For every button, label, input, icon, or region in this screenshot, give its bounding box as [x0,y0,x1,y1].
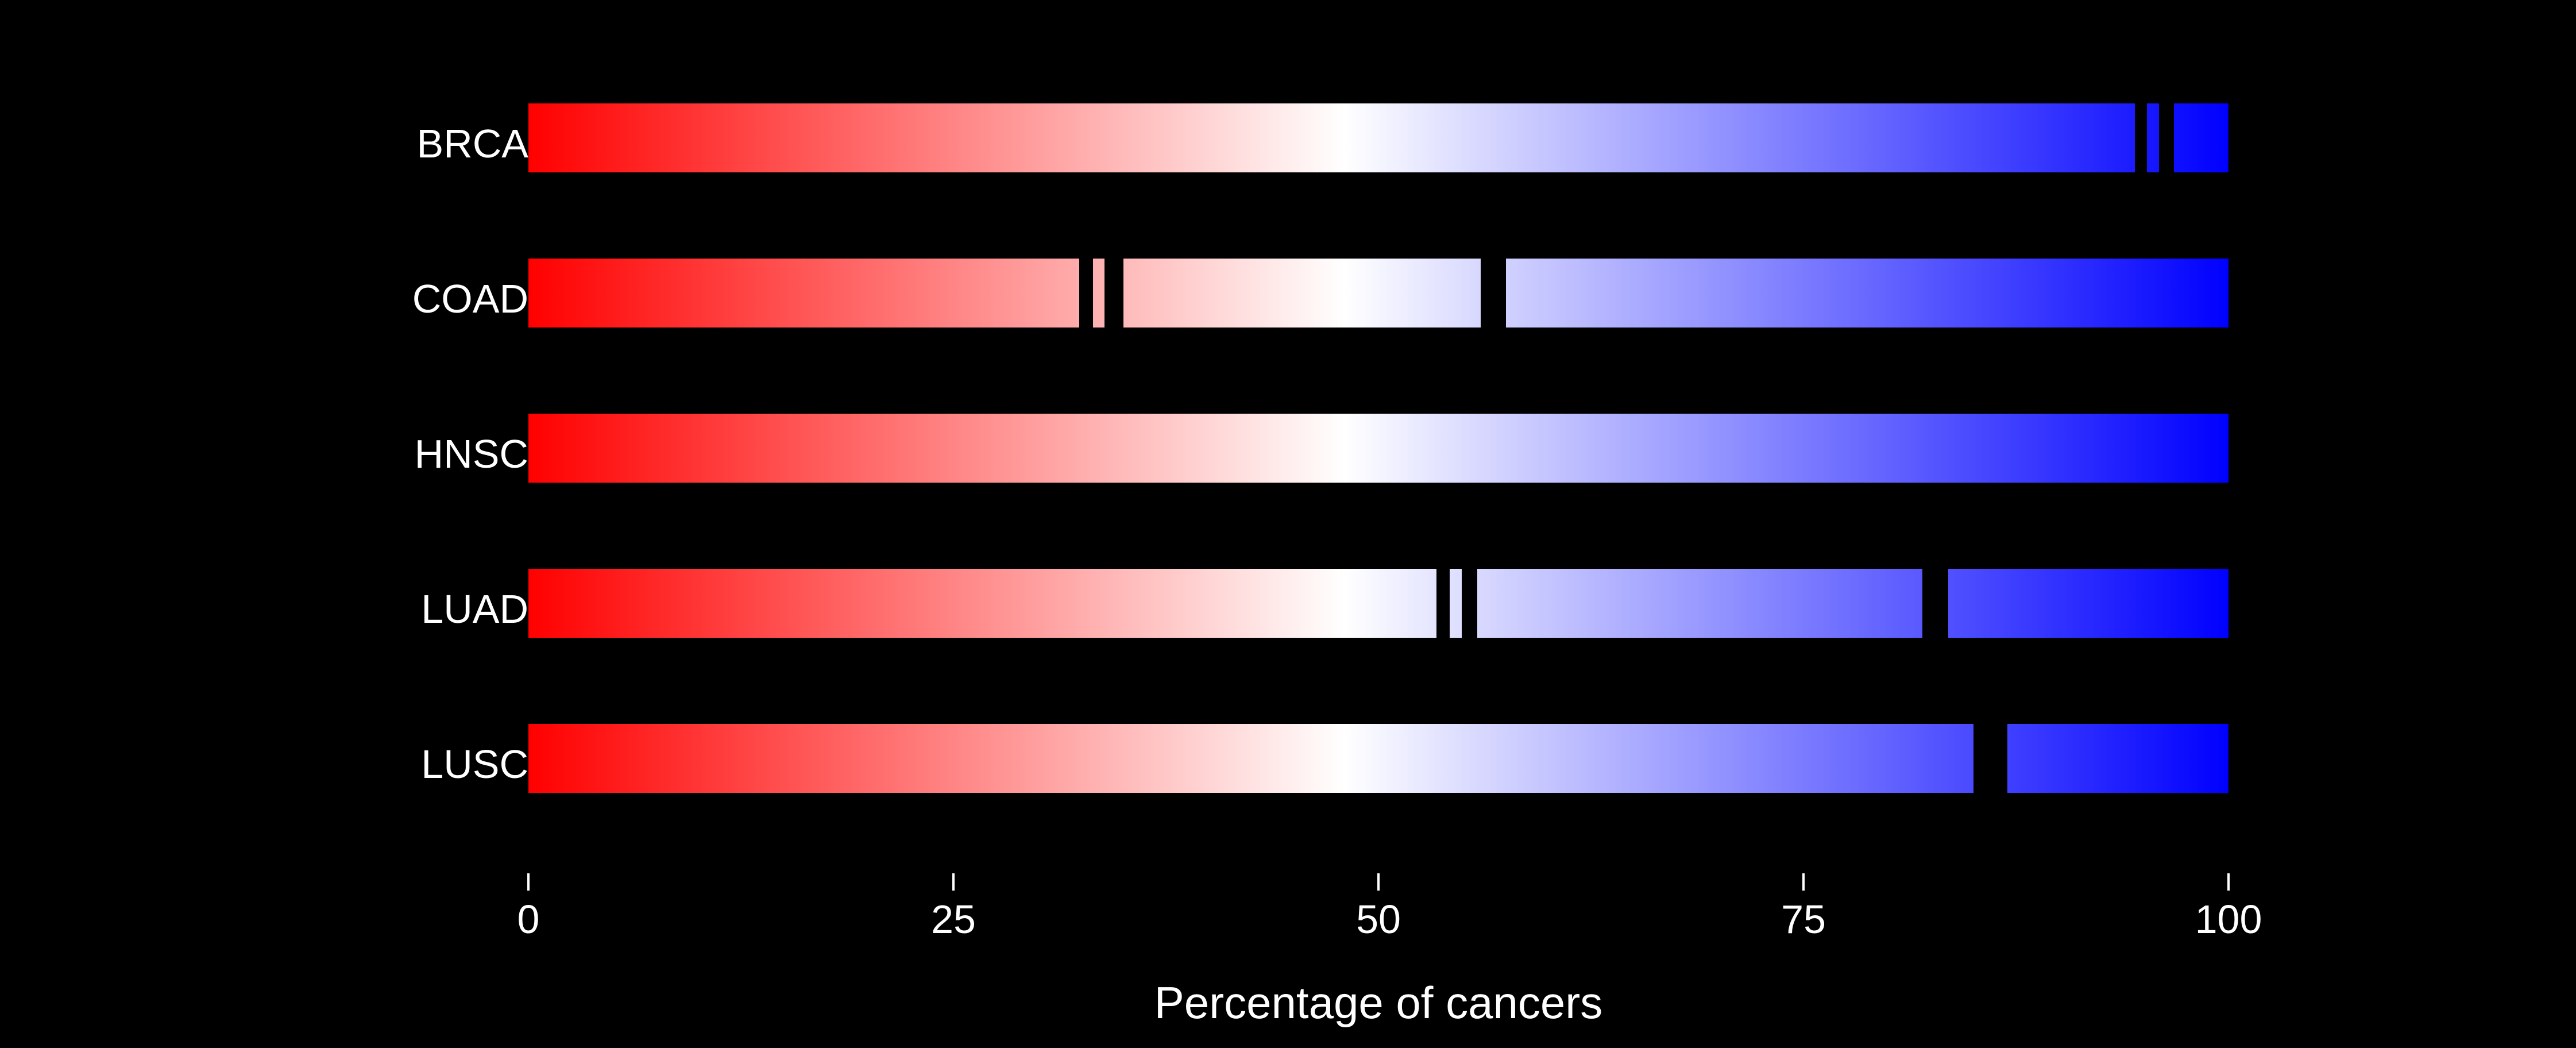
xaxis-tick-label: 0 [517,896,540,942]
xaxis-title: Percentage of cancers [1154,977,1602,1029]
bar-segment [528,259,1079,328]
xaxis-tick [952,873,955,891]
bar-segment [2147,103,2159,172]
bar-segment [528,724,1973,793]
xaxis-tick-label: 75 [1781,896,1826,942]
bar-segment [1506,259,2229,328]
row-label: BRCA [23,121,528,167]
row-label: LUAD [23,586,528,632]
xaxis-tick [527,873,530,891]
bar-segment [2007,724,2229,793]
xaxis-tick [1802,873,1805,891]
bar-segment [528,569,1436,638]
bar-track-luad [528,569,2229,638]
bar-segment [1093,259,1105,328]
bar-segment [1123,259,1481,328]
bar-segment [528,414,2229,483]
bar-segment [1477,569,1923,638]
bar-segment [1948,569,2229,638]
chart-canvas: BRCA COAD HNSC LUAD LUSC 0 25 50 75 100 … [0,0,2576,1048]
bar-track-lusc [528,724,2229,793]
bar-segment [528,103,2135,172]
xaxis-tick-label: 100 [2195,896,2262,942]
xaxis-tick [1377,873,1380,891]
xaxis-tick-label: 25 [931,896,976,942]
bar-track-brca [528,103,2229,172]
bar-track-coad [528,259,2229,328]
bar-track-hnsc [528,414,2229,483]
bar-segment [2174,103,2229,172]
row-label: LUSC [23,741,528,787]
bar-segment [1450,569,1462,638]
xaxis-tick-label: 50 [1356,896,1401,942]
row-label: HNSC [23,431,528,477]
xaxis-tick [2227,873,2230,891]
row-label: COAD [23,276,528,322]
